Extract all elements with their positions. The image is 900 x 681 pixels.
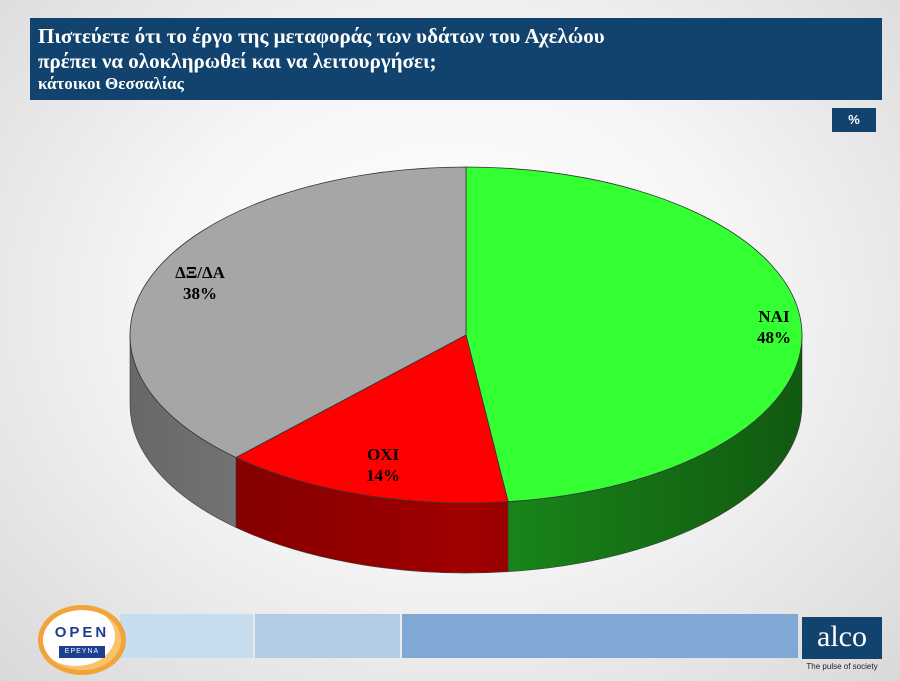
slice-value-no: 14% (366, 466, 400, 485)
title-bar: Πιστεύετε ότι το έργο της μεταφοράς των … (30, 18, 882, 100)
footer-band-2 (255, 614, 400, 658)
open-logo-sub: ΕΡΕΥΝΑ (59, 646, 105, 658)
footer-band-1 (120, 614, 253, 658)
pie-slice-no (235, 334, 509, 504)
slice-label-dk-na: ΔΞ/ΔΑ (175, 263, 226, 282)
alco-tagline: The pulse of society (806, 662, 878, 671)
pie-side-shading (130, 335, 802, 573)
open-logo-text: OPEN (54, 624, 110, 641)
alco-logo: alco (802, 617, 882, 659)
footer-band-3 (402, 614, 798, 658)
open-logo: OPEN ΕΡΕΥΝΑ (38, 605, 126, 675)
chart-subtitle: κάτοικοι Θεσσαλίας (38, 74, 184, 93)
chart-title-line2: πρέπει να ολοκληρωθεί και να λειτουργήσε… (38, 49, 437, 73)
pie-slice-yes (465, 166, 803, 503)
slice-label-yes: ΝΑΙ (758, 307, 790, 326)
slice-label-no: ΟΧΙ (367, 445, 400, 464)
chart-title-line1: Πιστεύετε ότι το έργο της μεταφοράς των … (38, 24, 605, 48)
pie-slice-dk-na (129, 166, 467, 458)
unit-badge: % (832, 108, 876, 132)
slice-value-dk-na: 38% (183, 284, 217, 303)
slice-value-yes: 48% (757, 328, 791, 347)
